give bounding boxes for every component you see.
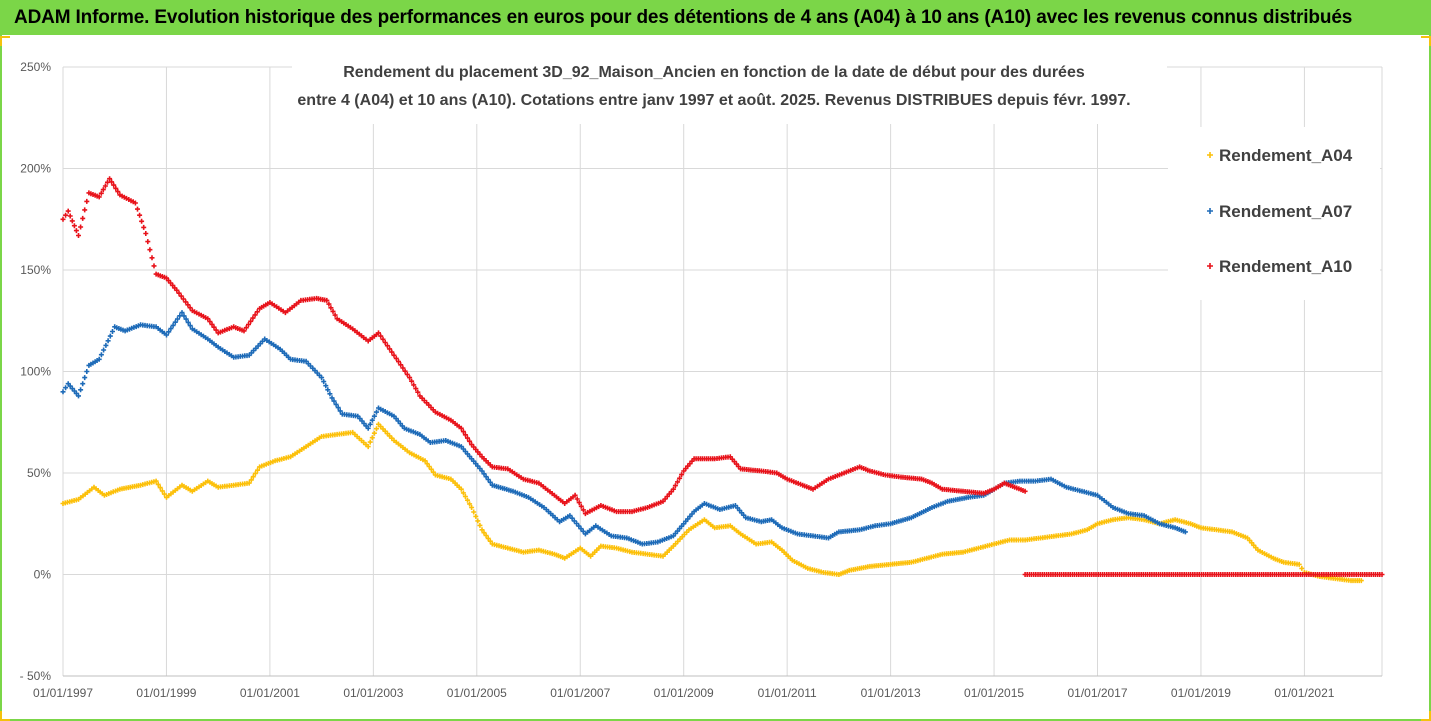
- x-tick-label: 01/01/2003: [343, 686, 403, 700]
- subtitle-background: [292, 54, 1167, 124]
- y-tick-label: 150%: [20, 263, 51, 277]
- legend-item: Rendement_A10: [1207, 257, 1352, 276]
- legend-background: [1168, 127, 1380, 300]
- series-Rendement_A10-zero: [1022, 572, 1385, 577]
- x-tick-label: 01/01/2017: [1067, 686, 1127, 700]
- data-series: [60, 176, 1385, 584]
- x-tick-label: 01/01/2005: [447, 686, 507, 700]
- legend-marker: [1207, 263, 1213, 269]
- x-tick-label: 01/01/2009: [654, 686, 714, 700]
- x-tick-label: 01/01/2011: [758, 686, 817, 700]
- y-axis: 250% 200% 150% 100% 50% 0% - 50%: [20, 60, 52, 683]
- legend-label: Rendement_A10: [1219, 257, 1352, 276]
- title-bar: ADAM Informe. Evolution historique des p…: [2, 2, 1429, 35]
- series-markers-Rendement_A07: [60, 310, 1188, 547]
- legend-item: Rendement_A04: [1207, 146, 1353, 165]
- chart-subtitle-line-1: Rendement du placement 3D_92_Maison_Anci…: [343, 64, 1085, 81]
- selection-corner-handle: [1421, 36, 1431, 46]
- y-tick-label: 100%: [20, 365, 51, 379]
- page-title: ADAM Informe. Evolution historique des p…: [14, 7, 1353, 28]
- selection-corner-handle: [1421, 711, 1431, 721]
- series-markers-Rendement_A10-zero: [1022, 572, 1385, 577]
- x-tick-label: 01/01/2015: [964, 686, 1024, 700]
- legend-item: Rendement_A07: [1207, 202, 1352, 221]
- y-tick-label: 200%: [20, 162, 51, 176]
- legend-marker: [1207, 152, 1213, 158]
- chart-subtitle-line-2: entre 4 (A04) et 10 ans (A10). Cotations…: [297, 92, 1130, 109]
- series-Rendement_A07: [60, 310, 1188, 547]
- legend: Rendement_A04 Rendement_A07 Rendement_A10: [1207, 146, 1353, 276]
- selection-corner-handle: [0, 711, 10, 721]
- series-Rendement_A04: [60, 421, 1364, 584]
- series-markers-Rendement_A04: [60, 421, 1364, 584]
- x-tick-label: 01/01/2001: [240, 686, 300, 700]
- legend-label: Rendement_A04: [1219, 146, 1353, 165]
- x-tick-label: 01/01/2007: [550, 686, 610, 700]
- legend-label: Rendement_A07: [1219, 202, 1352, 221]
- y-tick-label: 50%: [27, 466, 51, 480]
- x-tick-label: 01/01/2013: [861, 686, 921, 700]
- x-tick-label: 01/01/1999: [136, 686, 196, 700]
- y-tick-label: - 50%: [20, 669, 52, 683]
- x-tick-label: 01/01/2019: [1171, 686, 1231, 700]
- legend-marker: [1207, 208, 1213, 214]
- series-markers-Rendement_A10: [60, 176, 1028, 517]
- series-Rendement_A10: [60, 176, 1028, 517]
- selection-corner-handle: [0, 36, 10, 46]
- x-axis: 01/01/1997 01/01/1999 01/01/2001 01/01/2003…: [33, 686, 1335, 700]
- y-tick-label: 250%: [20, 60, 51, 74]
- x-tick-label: 01/01/2021: [1274, 686, 1334, 700]
- y-tick-label: 0%: [34, 568, 52, 582]
- x-tick-label: 01/01/1997: [33, 686, 93, 700]
